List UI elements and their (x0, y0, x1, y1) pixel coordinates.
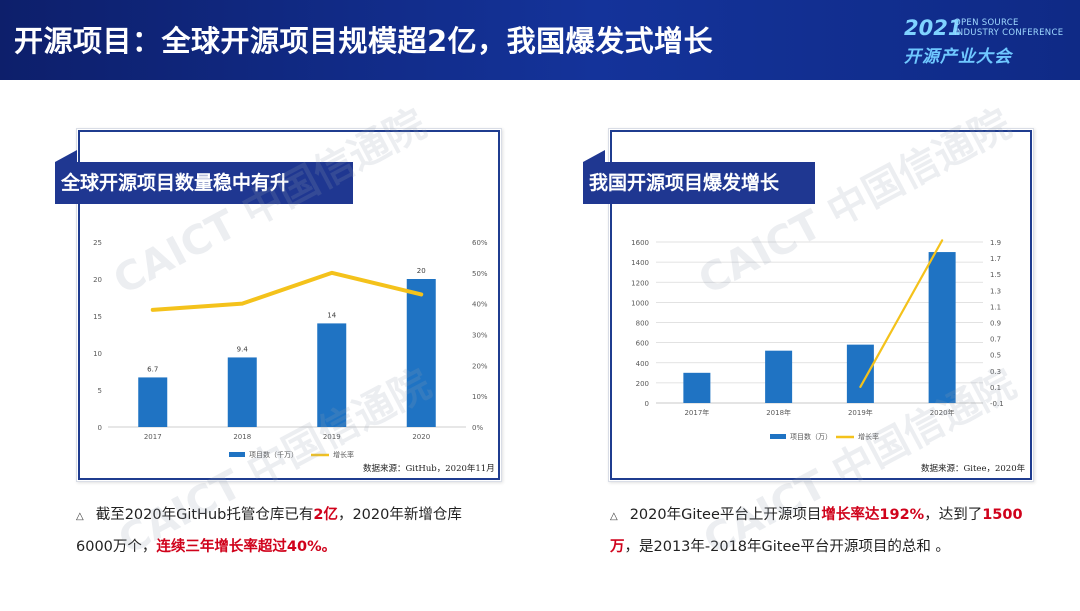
y-tick-label: 1200 (631, 279, 649, 287)
left-note-part2: ，2020年新增仓库6000万个， (76, 507, 462, 555)
left-note-highlight1: 2亿 (313, 507, 338, 523)
right-note-highlight1: 增长率达192% (821, 507, 925, 523)
y2-tick-label: 1.7 (990, 255, 1001, 263)
y-tick-label: 600 (636, 340, 649, 348)
logo-year: 2021 (904, 16, 963, 40)
y2-tick-label: 20% (472, 362, 488, 370)
bar (765, 350, 793, 403)
right-note-highlight2: 1500万 (610, 507, 1023, 555)
y2-tick-label: 60% (472, 239, 488, 247)
conference-logo: 2021 OPEN SOURCE INDUSTRY CONFERENCE 开源产… (904, 16, 1064, 67)
bar (227, 357, 257, 427)
x-tick-label: 2018年 (766, 408, 791, 417)
y2-tick-label: 0.7 (990, 336, 1001, 344)
y2-tick-label: 0.1 (990, 384, 1001, 392)
legend-label-bar: 项目数（千万） (249, 450, 298, 459)
y-tick-label: 1600 (631, 239, 649, 247)
y2-tick-label: 0.3 (990, 368, 1001, 376)
left-banner: 全球开源项目数量稳中有升 (55, 162, 353, 204)
y-tick-label: 1000 (631, 299, 649, 307)
y2-tick-label: 1.9 (990, 239, 1001, 247)
y2-tick-label: 0% (472, 424, 483, 432)
logo-cn: 开源产业大会 (904, 47, 1012, 67)
left-note: △ 截至2020年GitHub托管仓库已有2亿，2020年新增仓库6000万个，连… (76, 500, 476, 562)
y-tick-label: 25 (93, 239, 102, 247)
x-tick-label: 2018 (233, 433, 251, 441)
y-tick-label: 1400 (631, 259, 649, 267)
growth-line (150, 270, 424, 312)
y2-tick-label: -0.1 (990, 400, 1004, 408)
y-tick-label: 0 (98, 424, 102, 432)
x-tick-label: 2020 (412, 433, 430, 441)
right-banner-corner (583, 150, 605, 162)
x-tick-label: 2019年 (848, 408, 873, 417)
bar (317, 323, 347, 427)
y2-tick-label: 0.5 (990, 352, 1001, 360)
header-bar: 开源项目：全球开源项目规模超2亿，我国爆发式增长 2021 OPEN SOURC… (0, 0, 1080, 80)
left-note-highlight2: 连续三年增长率超过40%。 (156, 539, 337, 555)
right-banner: 我国开源项目爆发增长 (583, 162, 815, 204)
right-note-part3: ，是2013年-2018年Gitee平台开源项目的总和 。 (624, 539, 950, 555)
y-tick-label: 200 (636, 380, 649, 388)
triangle-bullet-icon: △ (610, 511, 618, 522)
data-label: 20 (417, 267, 426, 275)
right-source: 数据来源：Gitee，2020年 (921, 464, 1026, 474)
y-tick-label: 20 (93, 276, 102, 284)
right-note-part2: ，达到了 (924, 507, 983, 523)
y2-tick-label: 0.9 (990, 320, 1001, 328)
x-tick-label: 2020年 (930, 408, 955, 417)
data-label: 14 (327, 311, 336, 319)
left-chart-frame (78, 130, 500, 480)
y2-tick-label: 30% (472, 332, 488, 340)
x-tick-label: 2017年 (684, 408, 709, 417)
right-note: △ 2020年Gitee平台上开源项目增长率达192%，达到了1500万，是201… (610, 500, 1035, 562)
legend-swatch-bar (229, 452, 245, 457)
left-source: 数据来源：GitHub，2020年11月 (363, 464, 495, 474)
bar (683, 372, 711, 403)
logo-en-line2: INDUSTRY CONFERENCE (954, 28, 1064, 38)
legend-label-line: 增长率 (333, 450, 354, 459)
y-tick-label: 5 (98, 387, 102, 395)
bar (138, 377, 168, 427)
logo-en: OPEN SOURCE INDUSTRY CONFERENCE (954, 18, 1063, 38)
data-label: 9.4 (237, 345, 249, 353)
right-chart-frame (610, 130, 1032, 480)
page-title: 开源项目：全球开源项目规模超2亿，我国爆发式增长 (14, 24, 714, 58)
legend-label-bar: 项目数（万） (790, 432, 832, 441)
y-tick-label: 10 (93, 350, 102, 358)
legend-swatch-bar (770, 434, 786, 439)
y-tick-label: 800 (636, 320, 649, 328)
y-tick-label: 400 (636, 360, 649, 368)
growth-line (859, 239, 944, 388)
left-note-part1: 截至2020年GitHub托管仓库已有 (95, 507, 314, 523)
bar (406, 279, 436, 427)
x-tick-label: 2017 (144, 433, 162, 441)
data-label: 6.7 (147, 365, 158, 373)
right-note-part1: 2020年Gitee平台上开源项目 (629, 507, 822, 523)
x-tick-label: 2019 (323, 433, 341, 441)
legend-label-line: 增长率 (858, 432, 879, 441)
y2-tick-label: 10% (472, 393, 488, 401)
y-tick-label: 15 (93, 313, 102, 321)
y2-tick-label: 50% (472, 270, 488, 278)
y2-tick-label: 1.5 (990, 271, 1001, 279)
y2-tick-label: 1.1 (990, 303, 1001, 311)
y-tick-label: 0 (645, 400, 649, 408)
triangle-bullet-icon: △ (76, 511, 84, 522)
left-banner-corner (55, 150, 77, 162)
y2-tick-label: 40% (472, 301, 488, 309)
bar (928, 252, 956, 403)
y2-tick-label: 1.3 (990, 287, 1001, 295)
logo-en-line1: OPEN SOURCE (954, 18, 1019, 28)
bar (846, 344, 874, 403)
